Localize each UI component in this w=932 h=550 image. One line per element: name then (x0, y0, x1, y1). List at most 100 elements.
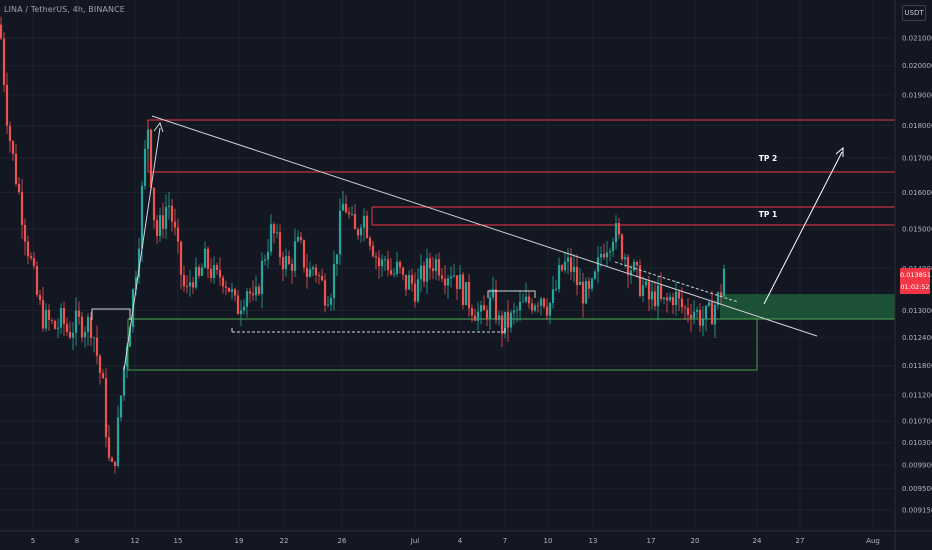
candle-body (347, 212, 351, 215)
target-arrowhead (835, 146, 844, 157)
x-tick-label: 8 (75, 537, 79, 545)
x-tick-label: Jul (410, 537, 420, 545)
candle-body (578, 281, 582, 286)
candle-body (518, 301, 522, 311)
candle-body (632, 261, 636, 271)
candle-body (203, 248, 207, 268)
tp2-label: TP 2 (759, 154, 777, 163)
x-tick-label: 17 (647, 537, 656, 545)
candle-body (422, 265, 426, 282)
candle-body (164, 207, 168, 229)
descending-trendline (151, 115, 818, 337)
candle-body (614, 222, 618, 242)
candle-body (281, 257, 285, 270)
candle-body (350, 214, 354, 215)
candle-body (287, 256, 291, 264)
candle-body (362, 215, 366, 228)
candle-body (416, 279, 420, 302)
candle-body (581, 281, 585, 304)
candle-body (623, 257, 627, 260)
candle-body (137, 248, 141, 278)
candle-body (542, 298, 546, 307)
candle-body (695, 309, 699, 312)
candle-body (689, 314, 693, 319)
candle-body (707, 302, 711, 306)
candle-body (458, 274, 462, 290)
candle-body (8, 125, 12, 142)
candle-body (128, 327, 132, 347)
candle-body (68, 331, 72, 338)
candle-body (308, 269, 312, 277)
currency-unit-button[interactable]: USDT (902, 5, 926, 21)
candle-body (251, 293, 255, 296)
candle-body (182, 274, 186, 287)
candle-body (305, 267, 309, 277)
candle-body (641, 285, 645, 296)
candle-body (86, 317, 90, 332)
candle-body (485, 310, 489, 319)
candle-body (461, 274, 465, 306)
candle-body (500, 315, 504, 334)
candle-body (608, 251, 612, 253)
candle-body (266, 251, 270, 260)
range-box (487, 290, 536, 298)
grid (0, 0, 895, 530)
candle-body (95, 337, 99, 356)
candle-body (380, 259, 384, 267)
chart-title: LINA / TetherUS, 4h, BINANCE (4, 5, 125, 14)
candle-body (683, 307, 687, 309)
candle-body (701, 319, 705, 326)
candle-body (476, 311, 480, 321)
candle-body (575, 266, 579, 286)
candle-body (554, 289, 558, 290)
x-tick-label: Aug (866, 537, 880, 545)
candle-body (44, 309, 48, 329)
candle-body (428, 258, 432, 269)
candle-body (677, 291, 681, 299)
candle-body (377, 257, 381, 267)
candle-body (296, 236, 300, 242)
candle-body (605, 252, 609, 258)
x-tick-label: 24 (753, 537, 762, 545)
x-tick-label: 20 (691, 537, 700, 545)
candle-body (161, 215, 165, 229)
dashed-trendline (614, 261, 739, 303)
candle-body (470, 308, 474, 316)
candle-body (257, 286, 261, 295)
candle-body (668, 296, 672, 301)
candle-body (686, 307, 690, 315)
candle-body (14, 153, 18, 184)
candle-body (530, 303, 534, 311)
candle-body (524, 296, 528, 302)
candle-body (383, 259, 387, 261)
candle-body (107, 437, 111, 458)
candle-body (341, 203, 345, 211)
candle-body (596, 257, 600, 272)
candle-body (662, 297, 666, 299)
candle-body (419, 265, 423, 280)
candle-body (122, 366, 126, 396)
candle-body (53, 320, 57, 329)
candle-body (611, 241, 615, 252)
tp1-label: TP 1 (759, 210, 777, 219)
candle-body (647, 281, 651, 300)
candle-body (398, 261, 402, 268)
candle-body (59, 307, 63, 328)
candle-body (503, 311, 507, 334)
candle-body (32, 258, 36, 266)
x-tick-label: 10 (544, 537, 553, 545)
range-box-left (91, 308, 131, 320)
candle-body (620, 234, 624, 260)
candle-body (473, 315, 477, 321)
target-arrow (763, 151, 843, 305)
candle-body (602, 253, 606, 258)
x-tick-label: 12 (131, 537, 140, 545)
candle-body (353, 214, 357, 230)
candle-body (392, 273, 396, 275)
candle-body (98, 355, 102, 374)
